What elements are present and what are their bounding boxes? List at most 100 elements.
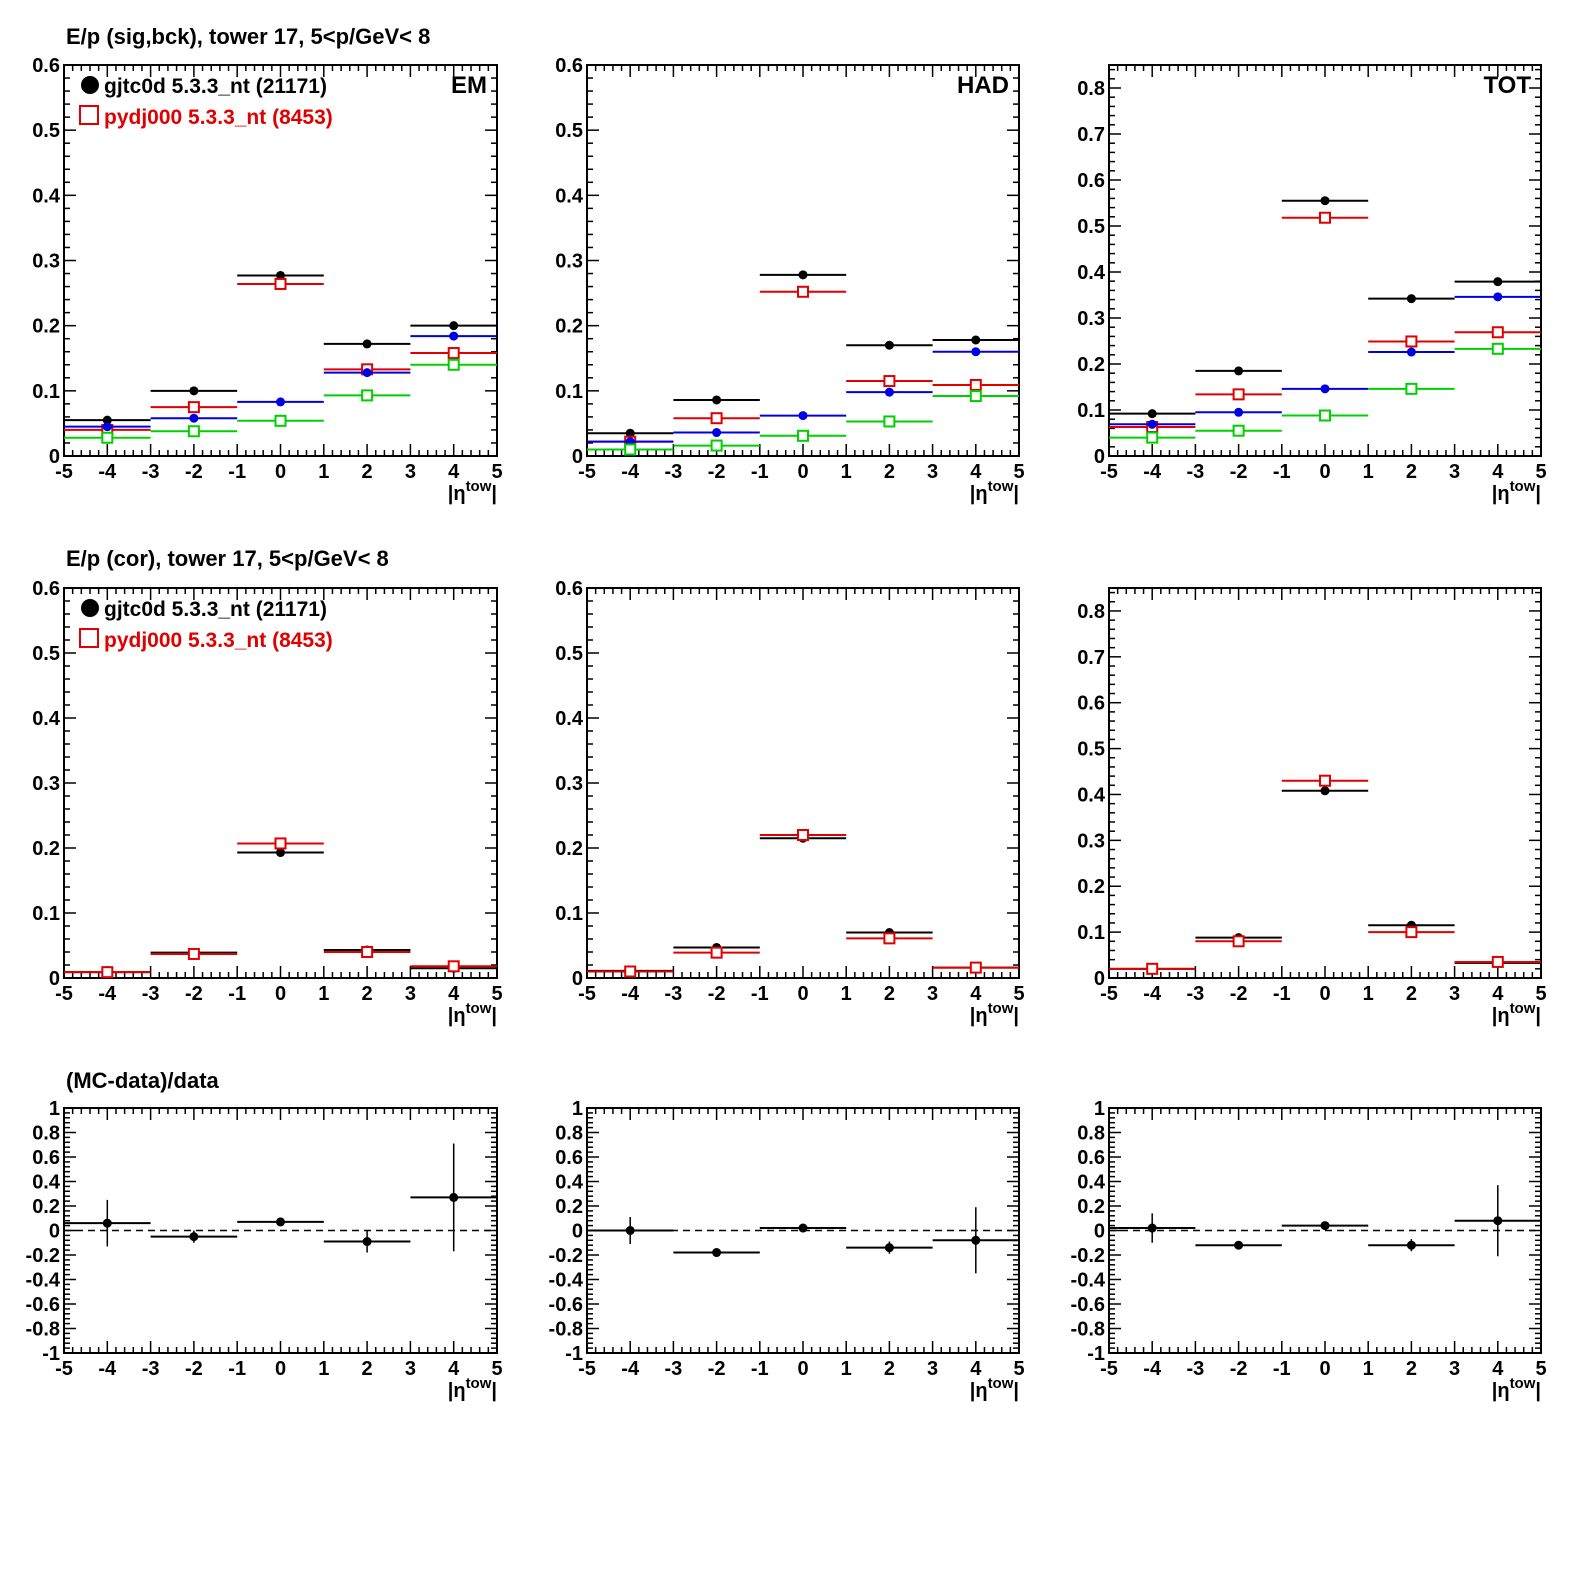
series-3 [587, 347, 1019, 447]
data-point [1234, 407, 1244, 417]
y-tick-label: -0.2 [26, 1245, 60, 1267]
y-tick-label: -1 [1087, 1343, 1105, 1365]
y-tick-label: 0.4 [32, 185, 61, 207]
data-point [189, 413, 199, 423]
x-tick-label: -2 [708, 983, 726, 1005]
x-tick-label: 0 [1319, 1358, 1330, 1380]
y-tick-label: -0.6 [1071, 1294, 1105, 1316]
data-point [798, 1223, 808, 1233]
x-tick-label: 1 [318, 1358, 329, 1380]
y-tick-label: 0.6 [555, 1147, 583, 1169]
x-tick-label: -5 [1100, 983, 1118, 1005]
y-tick-label: 0 [49, 1221, 60, 1243]
y-tick-label: 0.2 [555, 1196, 583, 1218]
x-tick-label: 4 [448, 1358, 460, 1380]
data-point [883, 375, 896, 388]
x-tick-label: 0 [1319, 983, 1330, 1005]
data-point [1234, 1240, 1244, 1250]
x-tick-label: -2 [185, 1358, 203, 1380]
y-tick-label: -0.6 [549, 1294, 583, 1316]
x-axis-label: |ηtow| [1492, 478, 1541, 505]
x-axis-label-sup: tow [1510, 478, 1536, 495]
x-axis-label-sup: tow [988, 1000, 1014, 1017]
x-tick-label: -4 [98, 983, 117, 1005]
data-point [969, 390, 982, 403]
data-point [625, 428, 635, 438]
x-tick-label: -5 [55, 1358, 73, 1380]
series-2 [587, 829, 1019, 978]
data-point [276, 397, 285, 407]
data-point [710, 412, 723, 425]
y-tick-label: 0.6 [555, 55, 583, 77]
y-tick-label: 0.8 [32, 1123, 60, 1145]
data-point [884, 387, 894, 397]
data-point [1491, 955, 1504, 968]
y-tick-label: 0.4 [555, 708, 584, 730]
row-title-3: (MC-data)/data [66, 1068, 220, 1093]
x-tick-label: 0 [1319, 461, 1330, 483]
y-tick-label: -0.4 [1071, 1270, 1106, 1292]
x-tick-label: 1 [318, 461, 329, 483]
x-tick-label: 2 [884, 1358, 895, 1380]
x-tick-label: 5 [491, 1358, 502, 1380]
y-tick-label: 0.4 [1077, 262, 1106, 284]
data-point [361, 946, 374, 958]
x-axis-label-end: | [491, 483, 497, 505]
y-tick-label: 0 [572, 446, 583, 468]
x-tick-label: -3 [142, 983, 160, 1005]
x-tick-label: -5 [1100, 461, 1118, 483]
row-title-2: E/p (cor), tower 17, 5<p/GeV< 8 [66, 546, 389, 571]
data-point [102, 1218, 112, 1228]
legend-label: gjtc0d 5.3.3_nt (21171) [104, 598, 327, 621]
data-point [102, 415, 112, 425]
data-point [1319, 774, 1331, 787]
x-tick-label: -1 [1273, 461, 1291, 483]
data-point [797, 429, 809, 442]
y-tick-label: 0.6 [555, 578, 583, 600]
x-tick-label: 3 [1449, 461, 1460, 483]
x-tick-label: -1 [1273, 983, 1291, 1005]
legend-label: gjtc0d 5.3.3_nt (21171) [104, 75, 327, 98]
x-tick-label: 4 [970, 983, 982, 1005]
x-tick-label: -4 [1143, 1358, 1162, 1380]
panel-label: EM [451, 72, 487, 99]
y-tick-label: 0.8 [555, 1123, 583, 1145]
x-axis-label-main: |η [448, 483, 466, 505]
y-tick-label: 0.8 [1077, 601, 1105, 623]
y-tick-label: 0.1 [32, 381, 60, 403]
data-point [971, 1235, 981, 1245]
x-axis-label-sup: tow [988, 478, 1014, 495]
x-tick-label: -4 [621, 1358, 640, 1380]
data-point [1405, 926, 1418, 939]
y-tick-label: 0.6 [1077, 170, 1105, 192]
data-point [1493, 277, 1503, 287]
data-point [274, 837, 287, 850]
x-tick-label: -2 [1230, 1358, 1248, 1380]
x-axis-label-end: | [1535, 1380, 1541, 1402]
x-tick-label: 3 [405, 461, 416, 483]
panel-2-1: -5 -4 -3 -2 -1 0 1 2 3 4 5 0 0.1 0.2 0.3 0.4 0.5 0.6 |ηtow… [32, 578, 502, 1027]
data-point [624, 443, 637, 456]
x-tick-label: 3 [405, 1358, 416, 1380]
x-tick-label: -3 [665, 983, 683, 1005]
x-axis-label: |ηtow| [970, 478, 1019, 505]
y-tick-label: 0.7 [1077, 647, 1105, 669]
legend-marker-square [79, 628, 99, 648]
x-tick-label: 0 [797, 1358, 808, 1380]
series-2 [64, 277, 497, 436]
data-point [1405, 382, 1418, 395]
y-tick-label: -0.2 [1071, 1245, 1105, 1267]
data-point [712, 395, 722, 405]
x-tick-label: -5 [578, 983, 596, 1005]
series-2 [64, 837, 497, 979]
y-tick-label: 0.4 [32, 1172, 61, 1194]
data-point [1493, 1216, 1503, 1226]
y-tick-label: 0 [49, 446, 60, 468]
panel-2-2: -5 -4 -3 -2 -1 0 1 2 3 4 5 0 0.1 0.2 0.3 0.4 0.5 0.6 |ηtow… [555, 578, 1024, 1027]
data-point [1146, 431, 1159, 444]
data-point [276, 848, 285, 858]
y-tick-label: 0.2 [1077, 1196, 1105, 1218]
x-axis-label-sup: tow [466, 1000, 492, 1017]
x-axis-label-sup: tow [1510, 1000, 1536, 1017]
data-point [1232, 935, 1245, 948]
